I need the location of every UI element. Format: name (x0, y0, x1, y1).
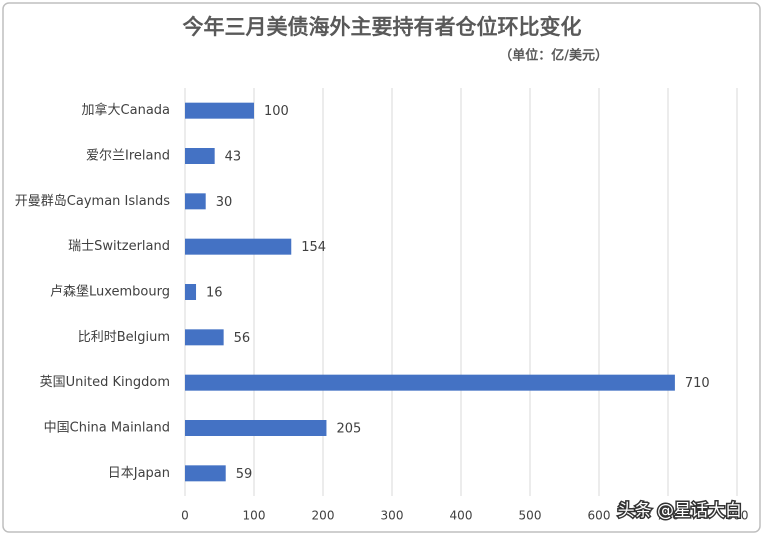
y-tick-label: 英国United Kingdom (40, 375, 170, 390)
y-tick-label: 比利时Belgium (78, 330, 170, 345)
data-label: 59 (236, 467, 253, 482)
data-label: 16 (206, 286, 223, 301)
y-tick-label: 加拿大Canada (82, 102, 170, 118)
x-tick-label: 400 (450, 509, 473, 523)
x-tick-label: 600 (588, 509, 611, 523)
x-tick-label: 300 (381, 509, 404, 523)
bar (185, 193, 206, 210)
x-tick-label: 500 (519, 509, 542, 523)
bar (185, 284, 197, 300)
data-label: 154 (301, 240, 326, 255)
bar (185, 102, 254, 119)
data-label: 30 (216, 195, 233, 210)
watermark: 头条 @星话大白 (618, 501, 742, 521)
x-tick-label: 800 (726, 509, 749, 523)
y-tick-label: 中国China Mainland (44, 421, 170, 436)
bar (185, 238, 292, 255)
chart-subtitle: （单位：亿/美元） (499, 48, 608, 64)
bar (185, 374, 675, 391)
data-label: 100 (264, 104, 289, 119)
y-tick-label: 卢森堡Luxembourg (50, 284, 170, 300)
chart-title: 今年三月美债海外主要持有者仓位环比变化 (183, 15, 582, 39)
bar (185, 329, 224, 346)
x-tick-label: 0 (181, 509, 189, 523)
x-tick-label: 700 (657, 509, 680, 523)
y-tick-label: 日本Japan (108, 466, 170, 481)
data-label: 710 (685, 376, 710, 391)
bar (185, 465, 226, 482)
x-tick-label: 200 (312, 509, 335, 523)
data-label: 56 (234, 331, 251, 346)
x-tick-label: 100 (243, 509, 266, 523)
y-tick-label: 爱尔兰Ireland (86, 149, 170, 164)
y-tick-label: 瑞士Switzerland (68, 239, 170, 254)
y-tick-label: 开曼群岛Cayman Islands (15, 193, 170, 209)
bar (185, 148, 215, 164)
data-label: 205 (336, 422, 361, 437)
data-label: 43 (225, 150, 242, 165)
bar (185, 420, 327, 436)
